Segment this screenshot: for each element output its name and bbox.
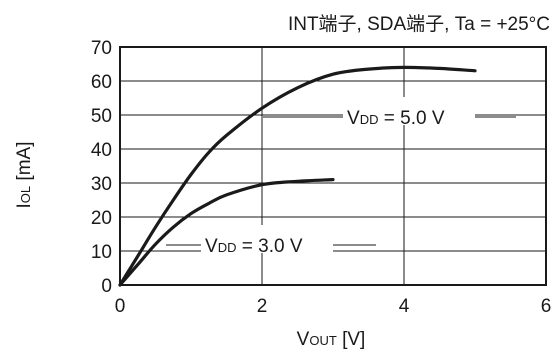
plot-frame: [119, 46, 547, 286]
x-tick-label: 0: [115, 296, 126, 317]
curve-series-1: [118, 178, 335, 287]
series-labels: VDD = 5.0 V VDD = 3.0 V: [166, 97, 516, 257]
y-tick-label: 60: [91, 72, 112, 93]
y-tick-label: 10: [91, 242, 112, 263]
y-axis-label: IOL [mA]: [14, 142, 35, 209]
x-tick-label: 6: [541, 296, 552, 317]
curve-series-0: [118, 65, 477, 287]
y-tick-label: 70: [91, 38, 112, 59]
y-tick-label: 30: [91, 174, 112, 195]
x-tick-label: 2: [257, 296, 268, 317]
y-tick-label: 40: [91, 140, 112, 161]
grid-lines: [120, 47, 546, 285]
y-tick-label: 20: [91, 208, 112, 229]
vdd-5v-label: VDD = 5.0 V: [347, 108, 445, 129]
y-tick-label: 0: [101, 276, 112, 297]
x-axis-label: VOUT [V]: [297, 329, 366, 350]
label-background: [343, 97, 475, 125]
vdd-3v-label: VDD = 3.0 V: [205, 236, 303, 257]
chart-title: INT端子, SDA端子, Ta = +25°C: [288, 13, 550, 35]
label-background: [201, 225, 333, 253]
x-tick-label: 4: [399, 296, 410, 317]
curves: [118, 65, 477, 287]
y-tick-label: 50: [91, 106, 112, 127]
tick-labels: 0 10 20 30 40 50 60 70 0 2 4 6: [91, 38, 551, 317]
